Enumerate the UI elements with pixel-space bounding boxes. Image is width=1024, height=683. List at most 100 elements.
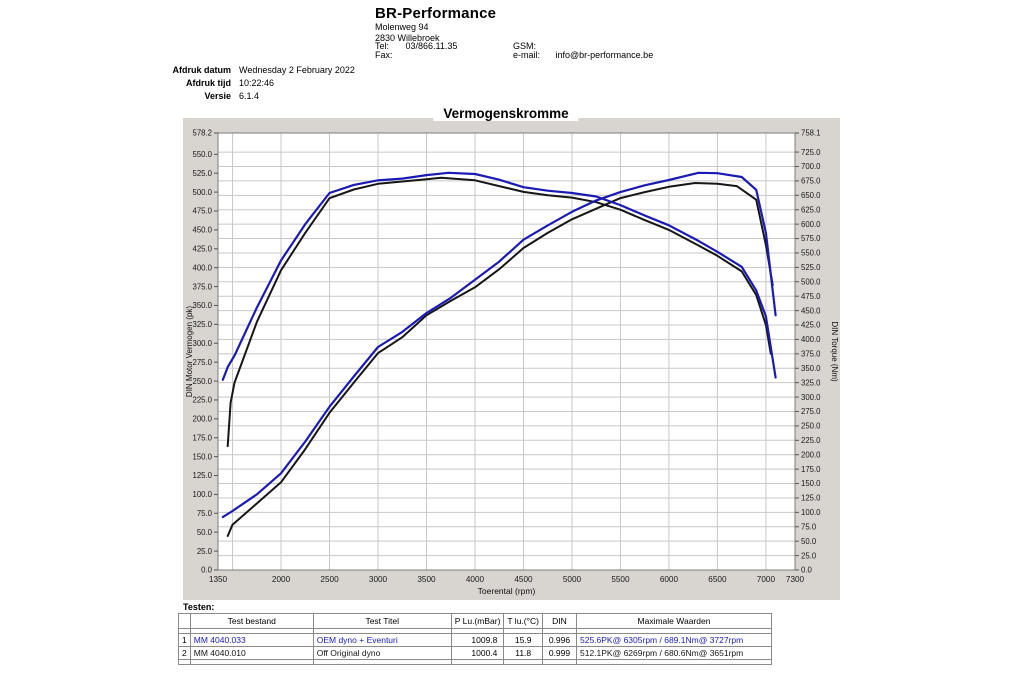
table-cell: 512.1PK@ 6269rpm / 680.6Nm@ 3651rpm <box>575 646 772 660</box>
right-axis-tick-label: 100.0 <box>801 508 821 517</box>
left-axis-tick-label: 125.0 <box>192 471 212 480</box>
right-axis-tick-label: 325.0 <box>801 378 821 387</box>
table-row: 2 MM 4040.010 Off Original dyno 1000.4 11.8 0… <box>178 646 772 660</box>
table-cell: 15.9 <box>503 633 543 647</box>
meta-value: 6.1.4 <box>239 91 260 101</box>
table-cell <box>178 659 191 665</box>
right-axis-tick-label: 350.0 <box>801 364 821 373</box>
meta-label: Afdruk tijd <box>186 78 231 88</box>
email-row: e-mail: info@br-performance.be <box>513 50 653 60</box>
left-axis-tick-label: 500.0 <box>192 188 212 197</box>
email-value: info@br-performance.be <box>555 50 654 60</box>
right-axis-tick-label: 300.0 <box>801 393 821 402</box>
left-axis-tick-label: 450.0 <box>192 226 212 235</box>
table-cell: 0.999 <box>541 646 577 660</box>
right-axis-tick-label: 225.0 <box>801 436 821 445</box>
table-header-row: Test bestand Test Titel P Lu.(mBar) T lu.(°… <box>178 613 772 629</box>
table-cell: Off Original dyno <box>312 646 452 660</box>
right-axis-tick-label: 625.0 <box>801 205 821 214</box>
meta-label: Versie <box>204 91 231 101</box>
x-axis-tick-label: 2000 <box>272 575 291 584</box>
left-axis-tick-label: 225.0 <box>192 396 212 405</box>
power-curve-run2 <box>226 182 774 537</box>
chart-title: Vermogenskromme <box>433 106 579 121</box>
right-axis-tick-label: 250.0 <box>801 422 821 431</box>
left-axis-tick-label: 150.0 <box>192 452 212 461</box>
right-axis-tick-label: 675.0 <box>801 177 821 186</box>
company-address-line1: Molenweg 94 <box>375 22 429 32</box>
table-cell <box>312 659 452 665</box>
company-header: BR-Performance Molenweg 94 2830 Willebro… <box>375 5 496 43</box>
table-cell <box>541 659 577 665</box>
table-cell: MM 4040.010 <box>189 646 314 660</box>
right-axis-tick-label: 575.0 <box>801 234 821 243</box>
x-axis-tick-label: 7000 <box>757 575 776 584</box>
left-axis-tick-label: 100.0 <box>192 490 212 499</box>
table-cell: 1000.4 <box>450 646 505 660</box>
x-axis-tick-label: 3000 <box>369 575 388 584</box>
company-name: BR-Performance <box>375 5 497 22</box>
right-axis-tick-label: 125.0 <box>801 494 821 503</box>
left-axis-tick-label: 525.0 <box>192 169 212 178</box>
table-header-cell: T lu.(°C) <box>503 613 543 629</box>
table-cell: MM 4040.033 <box>189 633 314 647</box>
right-axis-tick-label: 600.0 <box>801 220 821 229</box>
x-axis-tick-label: 3500 <box>417 575 436 584</box>
right-axis-tick-label: 400.0 <box>801 335 821 344</box>
left-axis-tick-label: 300.0 <box>192 339 212 348</box>
table-trailer-row <box>178 659 772 665</box>
left-axis-tick-label: 325.0 <box>192 320 212 329</box>
left-axis-tick-label: 475.0 <box>192 207 212 216</box>
tel-label: Tel: <box>375 41 390 51</box>
table-cell <box>503 659 543 665</box>
table-header-cell <box>178 613 191 629</box>
table-header-cell: Maximale Waarden <box>575 613 772 629</box>
tel-value: 03/866.11.35 <box>405 41 458 51</box>
table-cell: 1 <box>178 633 191 647</box>
table-cell: 1009.8 <box>450 633 505 647</box>
left-axis-tick-label: 50.0 <box>197 528 213 537</box>
x-axis-tick-label: 6000 <box>660 575 679 584</box>
right-axis-title: DIN Torque (Nm) <box>830 321 839 382</box>
right-axis-tick-label: 700.0 <box>801 162 821 171</box>
plot-area <box>218 133 795 570</box>
results-table-container: Test bestand Test Titel P Lu.(mBar) T lu.(°… <box>178 613 772 665</box>
left-axis-tick-label: 175.0 <box>192 433 212 442</box>
torque-curve-run1 <box>221 171 777 381</box>
x-axis-tick-label: 4000 <box>466 575 485 584</box>
fax-row: Fax: <box>375 50 403 60</box>
results-table: Test bestand Test Titel P Lu.(mBar) T lu.(°… <box>178 613 772 665</box>
gsm-label: GSM: <box>513 41 537 51</box>
x-axis-tick-label: 4500 <box>514 575 533 584</box>
x-axis-tick-label: 5000 <box>563 575 582 584</box>
torque-curve-run2 <box>226 176 772 448</box>
left-axis-tick-label: 0.0 <box>201 566 213 575</box>
table-header-cell: P Lu.(mBar) <box>450 613 505 629</box>
left-axis-tick-label: 25.0 <box>197 547 213 556</box>
table-cell: 11.8 <box>503 646 543 660</box>
right-axis-tick-label: 500.0 <box>801 277 821 286</box>
right-axis-tick-label: 0.0 <box>801 566 813 575</box>
meta-value: 10:22:46 <box>239 78 275 88</box>
meta-row-date: Afdruk datum Wednesday 2 February 2022 <box>168 64 355 77</box>
left-axis-tick-label: 578.2 <box>192 129 212 138</box>
table-header-cell: Test Titel <box>312 613 452 629</box>
table-cell: 2 <box>178 646 191 660</box>
table-cell: 525.6PK@ 6305rpm / 689.1Nm@ 3727rpm <box>575 633 772 647</box>
power-curve-run1 <box>221 171 777 519</box>
right-axis-tick-label: 150.0 <box>801 479 821 488</box>
left-axis-tick-label: 400.0 <box>192 263 212 272</box>
gsm-row: GSM: <box>513 41 553 51</box>
left-axis-tick-label: 275.0 <box>192 358 212 367</box>
x-axis-tick-label: 1350 <box>209 575 228 584</box>
right-axis-tick-label: 425.0 <box>801 321 821 330</box>
left-axis-tick-label: 75.0 <box>197 509 213 518</box>
x-axis-tick-label: 5500 <box>611 575 630 584</box>
right-axis-tick-label: 758.1 <box>801 129 821 138</box>
right-axis-tick-label: 725.0 <box>801 148 821 157</box>
left-axis-tick-label: 550.0 <box>192 150 212 159</box>
table-cell <box>575 659 772 665</box>
meta-row-version: Versie 6.1.4 <box>168 90 355 103</box>
table-cell <box>189 659 314 665</box>
